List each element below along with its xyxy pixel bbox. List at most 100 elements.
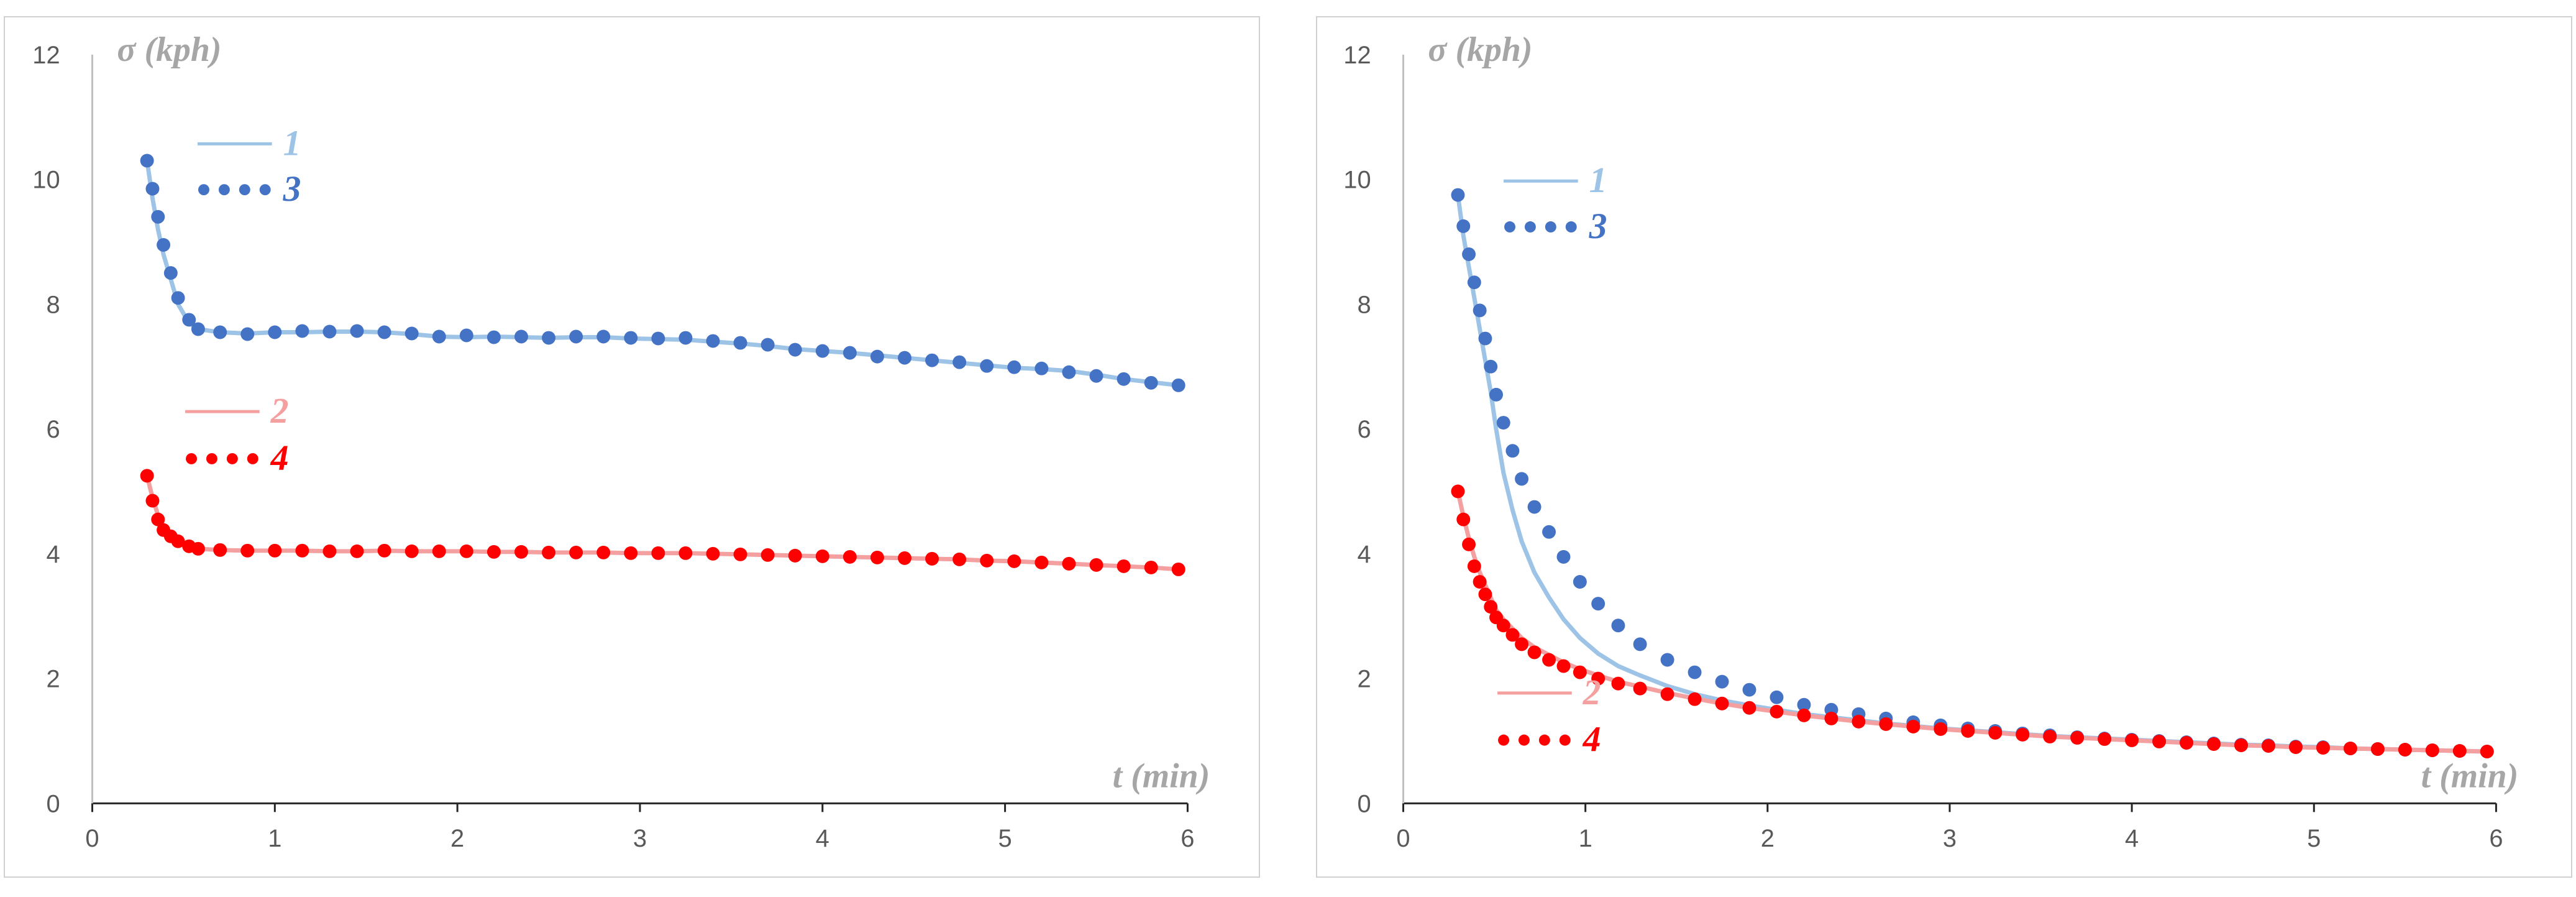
series-3-point bbox=[163, 266, 178, 280]
series-4-point bbox=[1556, 659, 1571, 673]
series-4-point bbox=[2398, 743, 2412, 757]
series-4-point bbox=[2480, 745, 2494, 758]
x-tick-label: 6 bbox=[1181, 825, 1194, 852]
series-3-point bbox=[952, 355, 967, 369]
series-3-point bbox=[1505, 444, 1520, 458]
series-4-point bbox=[2043, 729, 2057, 743]
legend-3-swatch bbox=[1545, 221, 1556, 232]
series-3-point bbox=[1591, 597, 1605, 611]
series-4-point bbox=[514, 545, 528, 559]
legend-3-swatch bbox=[218, 184, 230, 196]
series-3-point bbox=[1467, 275, 1481, 290]
series-4-point bbox=[2125, 733, 2139, 747]
series-3-point bbox=[171, 291, 185, 305]
series-4-point bbox=[2098, 732, 2112, 746]
legend-3-swatch bbox=[239, 184, 250, 196]
series-1-line bbox=[1455, 193, 2490, 754]
x-tick-label: 3 bbox=[1943, 825, 1957, 852]
series-4-point bbox=[1988, 725, 2003, 740]
y-tick-label: 6 bbox=[1357, 416, 1371, 443]
series-4-point bbox=[1542, 653, 1556, 667]
series-3-point bbox=[678, 331, 693, 345]
series-3-point bbox=[569, 329, 583, 344]
series-3-point bbox=[596, 329, 611, 344]
series-4-point bbox=[1007, 554, 1021, 568]
series-3-point bbox=[980, 359, 994, 373]
y-tick-label: 6 bbox=[46, 416, 60, 443]
series-4-point bbox=[1961, 724, 1975, 738]
y-tick-label: 10 bbox=[32, 167, 60, 194]
series-4-point bbox=[1484, 600, 1498, 614]
series-4-point bbox=[1797, 708, 1811, 722]
series-4-point bbox=[151, 512, 165, 527]
series-4-point bbox=[1496, 619, 1510, 633]
series-3-point bbox=[870, 349, 884, 364]
x-tick-label: 3 bbox=[633, 825, 647, 852]
series-3-point bbox=[295, 324, 309, 338]
x-axis-title: t (min) bbox=[2421, 757, 2519, 795]
series-3-point bbox=[1171, 378, 1185, 392]
series-3-point bbox=[843, 346, 857, 360]
series-4-point bbox=[2152, 734, 2167, 748]
series-4-point bbox=[1505, 628, 1520, 642]
legend-3-swatch bbox=[1524, 221, 1536, 232]
legend-2-label: 2 bbox=[270, 390, 289, 431]
series-3-point bbox=[1527, 500, 1541, 514]
series-3-point bbox=[1089, 369, 1103, 383]
series-4-point bbox=[569, 545, 583, 559]
series-4-point bbox=[1573, 665, 1587, 679]
series-4-point bbox=[1451, 484, 1465, 499]
series-4-point bbox=[191, 541, 205, 556]
series-4-point bbox=[268, 543, 282, 558]
series-3-point bbox=[1496, 416, 1510, 430]
series-4-point bbox=[1089, 558, 1103, 572]
series-4-point bbox=[2452, 744, 2467, 758]
series-4-point bbox=[1462, 537, 1476, 551]
x-tick-label: 5 bbox=[998, 825, 1012, 852]
series-4-point bbox=[432, 544, 446, 558]
x-tick-label: 4 bbox=[2125, 825, 2139, 852]
series-4-point bbox=[2425, 743, 2439, 757]
series-3-point bbox=[182, 313, 196, 327]
series-4-point bbox=[1906, 719, 1921, 734]
series-3-point bbox=[1489, 387, 1503, 402]
series-4-point bbox=[1742, 701, 1756, 715]
series-3-point bbox=[1660, 653, 1674, 667]
series-3-point bbox=[151, 209, 165, 224]
series-4-point bbox=[980, 553, 994, 568]
y-tick-label: 4 bbox=[1357, 541, 1371, 568]
series-4-point bbox=[171, 534, 185, 548]
series-4-point bbox=[1467, 559, 1481, 573]
series-4-point bbox=[350, 544, 364, 558]
series-4-point bbox=[2234, 738, 2248, 752]
x-tick-label: 2 bbox=[1761, 825, 1774, 852]
series-4-point bbox=[1035, 555, 1049, 569]
legend-1-label: 1 bbox=[1589, 160, 1607, 200]
series-4-point bbox=[377, 543, 391, 558]
legend-4-swatch bbox=[206, 453, 217, 464]
series-3-point bbox=[1770, 690, 1784, 704]
series-4-point bbox=[2016, 727, 2030, 742]
series-3-point bbox=[1478, 331, 1492, 346]
series-3-point bbox=[322, 324, 337, 339]
series-3-point bbox=[268, 325, 282, 339]
series-3-point bbox=[1556, 550, 1571, 564]
series-4-point bbox=[815, 549, 829, 563]
series-3-point bbox=[1484, 359, 1498, 374]
series-4-point bbox=[2316, 741, 2330, 755]
series-3-point bbox=[706, 334, 720, 348]
series-3-point bbox=[432, 329, 446, 344]
series-3-point bbox=[925, 353, 939, 367]
series-4-point bbox=[2070, 730, 2085, 745]
series-3-point bbox=[1688, 665, 1702, 679]
legend-2-label: 2 bbox=[1583, 672, 1601, 712]
series-3-point bbox=[542, 331, 556, 345]
series-4-point bbox=[213, 543, 227, 557]
y-axis-title: σ (kph) bbox=[117, 30, 221, 69]
legend-4-label: 4 bbox=[270, 438, 289, 478]
y-tick-label: 8 bbox=[46, 291, 60, 318]
series-3-point bbox=[1462, 247, 1476, 261]
series-4-point bbox=[1715, 696, 1729, 711]
